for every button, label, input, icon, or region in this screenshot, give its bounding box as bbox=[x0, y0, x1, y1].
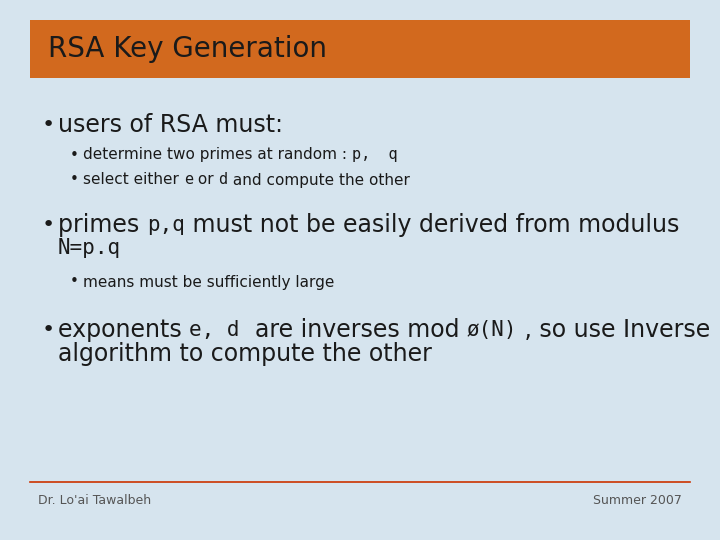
Text: determine two primes at random :: determine two primes at random : bbox=[83, 147, 352, 163]
Text: N=p.q: N=p.q bbox=[58, 238, 121, 258]
Bar bbox=[30, 20, 690, 78]
Text: p,q: p,q bbox=[147, 215, 184, 235]
Text: primes: primes bbox=[58, 213, 147, 237]
Text: •: • bbox=[42, 320, 55, 340]
Text: are inverses mod: are inverses mod bbox=[240, 318, 467, 342]
Text: e, d: e, d bbox=[189, 320, 240, 340]
Text: RSA Key Generation: RSA Key Generation bbox=[48, 35, 327, 63]
Text: Dr. Lo'ai Tawalbeh: Dr. Lo'ai Tawalbeh bbox=[38, 494, 151, 507]
Text: means must be sufficiently large: means must be sufficiently large bbox=[83, 274, 334, 289]
Text: exponents: exponents bbox=[58, 318, 189, 342]
Text: •: • bbox=[70, 274, 79, 289]
Text: e: e bbox=[184, 172, 193, 187]
Text: Summer 2007: Summer 2007 bbox=[593, 494, 682, 507]
Text: , so use Inverse: , so use Inverse bbox=[517, 318, 711, 342]
Text: •: • bbox=[70, 172, 79, 187]
Text: •: • bbox=[42, 115, 55, 135]
Text: users of RSA must:: users of RSA must: bbox=[58, 113, 283, 137]
Text: algorithm to compute the other: algorithm to compute the other bbox=[58, 342, 432, 366]
Text: •: • bbox=[42, 215, 55, 235]
Text: p,  q: p, q bbox=[352, 147, 397, 163]
Text: or: or bbox=[193, 172, 218, 187]
Text: •: • bbox=[70, 147, 79, 163]
Text: select either: select either bbox=[83, 172, 184, 187]
Text: d: d bbox=[218, 172, 228, 187]
Text: ø(N): ø(N) bbox=[467, 320, 517, 340]
Text: must not be easily derived from modulus: must not be easily derived from modulus bbox=[184, 213, 679, 237]
Text: and compute the other: and compute the other bbox=[228, 172, 410, 187]
